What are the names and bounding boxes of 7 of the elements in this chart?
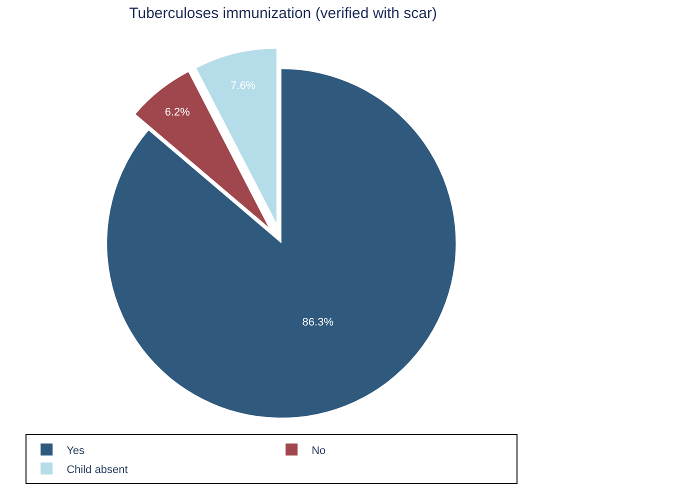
- data-label: 6.2%: [164, 106, 190, 119]
- data-label: 86.3%: [302, 316, 334, 328]
- data-label: 7.6%: [230, 80, 256, 92]
- legend-label: Yes: [66, 444, 86, 457]
- chart-title: Tuberculoses immunization (verified with scar): [129, 4, 438, 22]
- legend-label: Child absent: [66, 464, 128, 476]
- legend-label: No: [312, 444, 326, 457]
